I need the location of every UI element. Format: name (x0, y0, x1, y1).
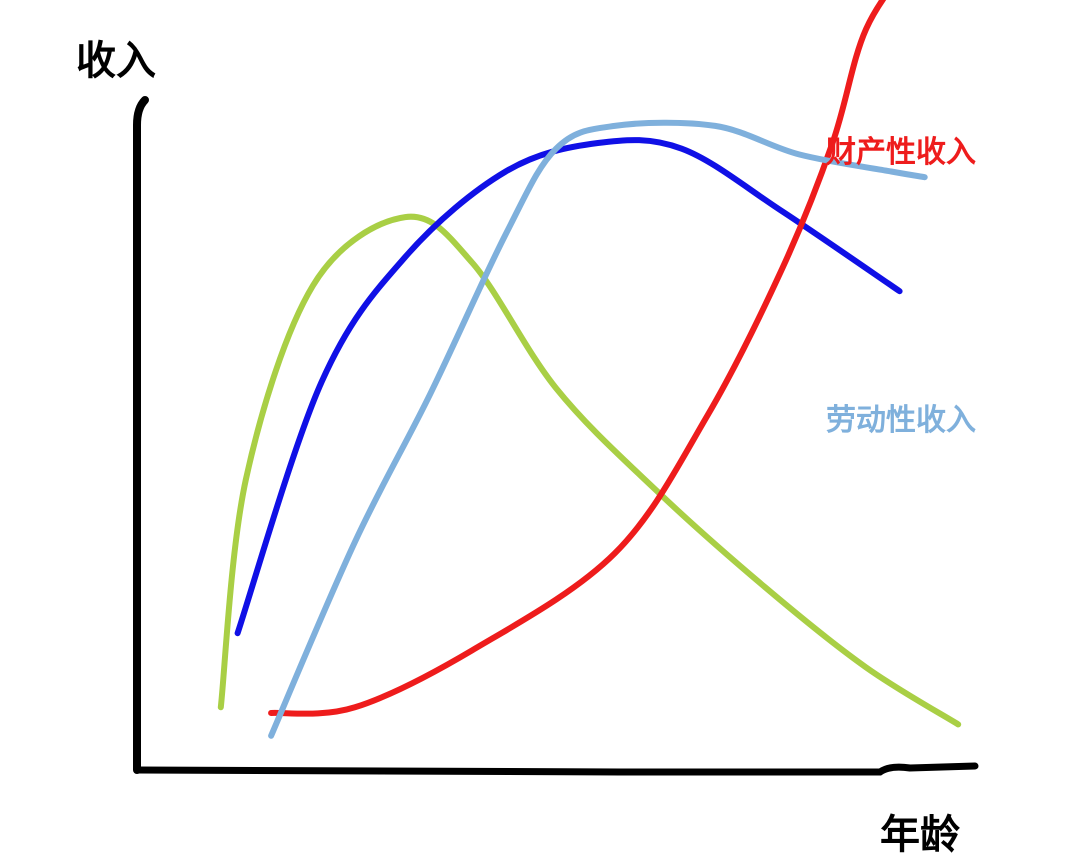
y-axis (133, 96, 149, 774)
series-line-1 (268, 0, 887, 717)
series-layer (217, 0, 962, 739)
series-label-labor: 劳动性收入 (826, 403, 976, 438)
series-line-4 (217, 213, 962, 728)
x-axis (133, 762, 979, 776)
x-axis-label: 年龄 (880, 812, 960, 858)
series-label-property: 财产性收入 (826, 135, 976, 170)
series-line-2 (268, 119, 928, 739)
y-axis-label: 收入 (76, 38, 156, 84)
series-line-3 (234, 137, 903, 637)
